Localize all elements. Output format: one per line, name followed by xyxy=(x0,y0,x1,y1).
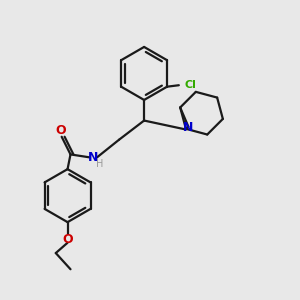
Text: O: O xyxy=(62,233,73,246)
Text: N: N xyxy=(182,122,193,134)
Text: H: H xyxy=(96,159,103,169)
Text: N: N xyxy=(88,151,99,164)
Text: Cl: Cl xyxy=(185,80,197,90)
Text: O: O xyxy=(56,124,66,137)
